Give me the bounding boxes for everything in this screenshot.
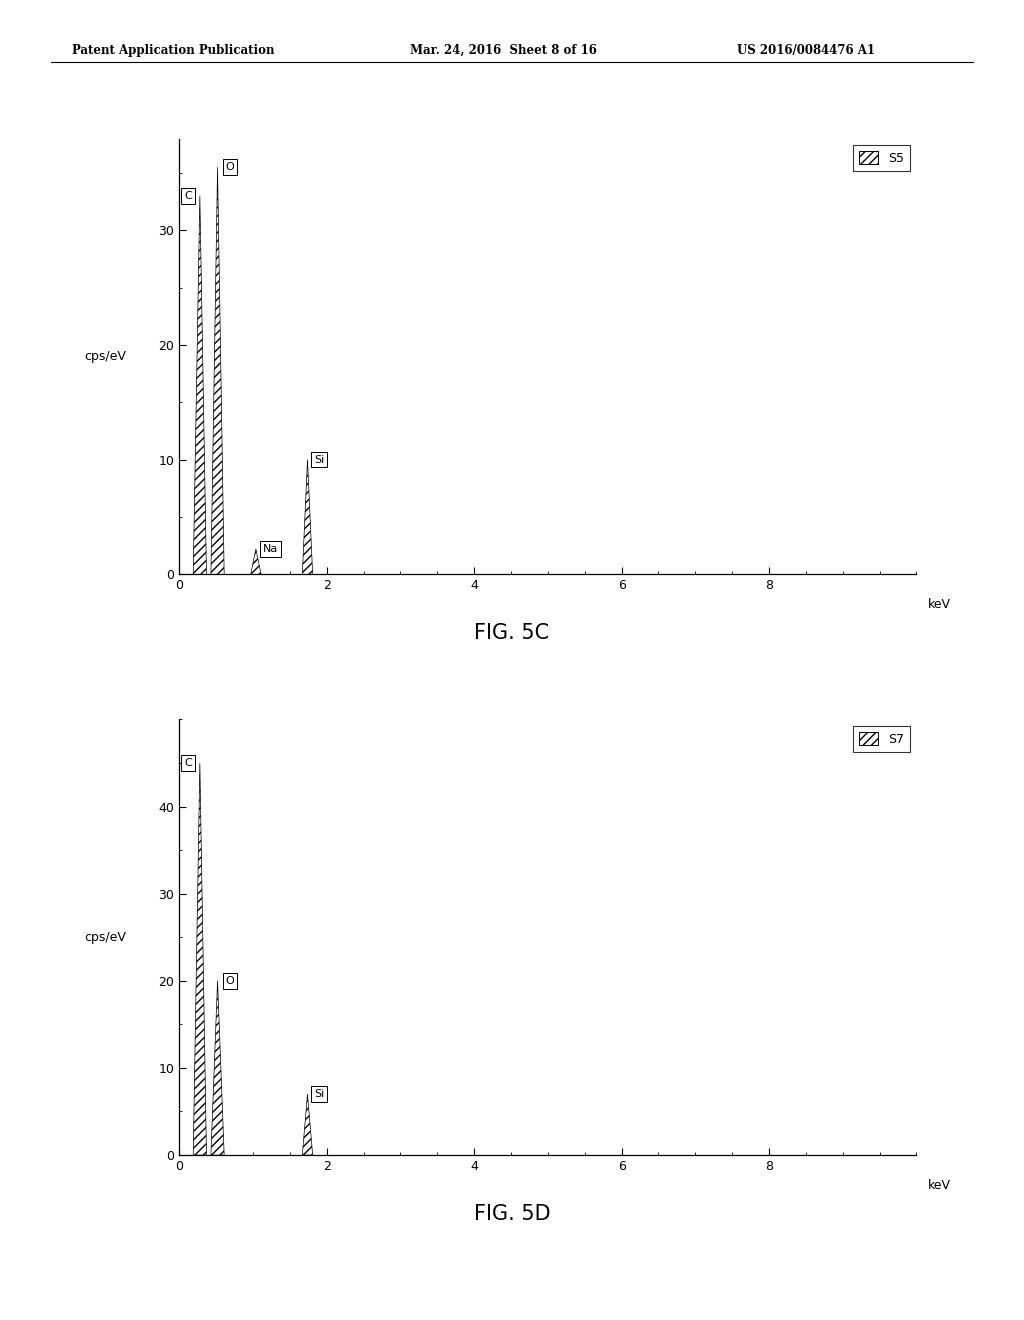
Text: C: C — [184, 191, 191, 201]
Text: O: O — [225, 975, 234, 986]
Y-axis label: cps/eV: cps/eV — [85, 350, 126, 363]
Text: Mar. 24, 2016  Sheet 8 of 16: Mar. 24, 2016 Sheet 8 of 16 — [410, 44, 596, 57]
Text: C: C — [184, 758, 191, 768]
Text: Na: Na — [262, 544, 278, 554]
Polygon shape — [251, 549, 261, 574]
Text: FIG. 5C: FIG. 5C — [474, 623, 550, 643]
Polygon shape — [302, 459, 312, 574]
Text: keV: keV — [928, 598, 950, 611]
Legend: S7: S7 — [853, 726, 910, 752]
Polygon shape — [194, 763, 207, 1155]
Polygon shape — [211, 981, 224, 1155]
Y-axis label: cps/eV: cps/eV — [85, 931, 126, 944]
Polygon shape — [302, 1094, 312, 1155]
Text: Si: Si — [314, 454, 325, 465]
Text: Si: Si — [314, 1089, 325, 1100]
Legend: S5: S5 — [853, 145, 910, 172]
Polygon shape — [211, 168, 224, 574]
Text: Patent Application Publication: Patent Application Publication — [72, 44, 274, 57]
Text: keV: keV — [928, 1179, 950, 1192]
Text: FIG. 5D: FIG. 5D — [474, 1204, 550, 1224]
Polygon shape — [194, 195, 207, 574]
Text: O: O — [225, 162, 234, 172]
Text: US 2016/0084476 A1: US 2016/0084476 A1 — [737, 44, 876, 57]
